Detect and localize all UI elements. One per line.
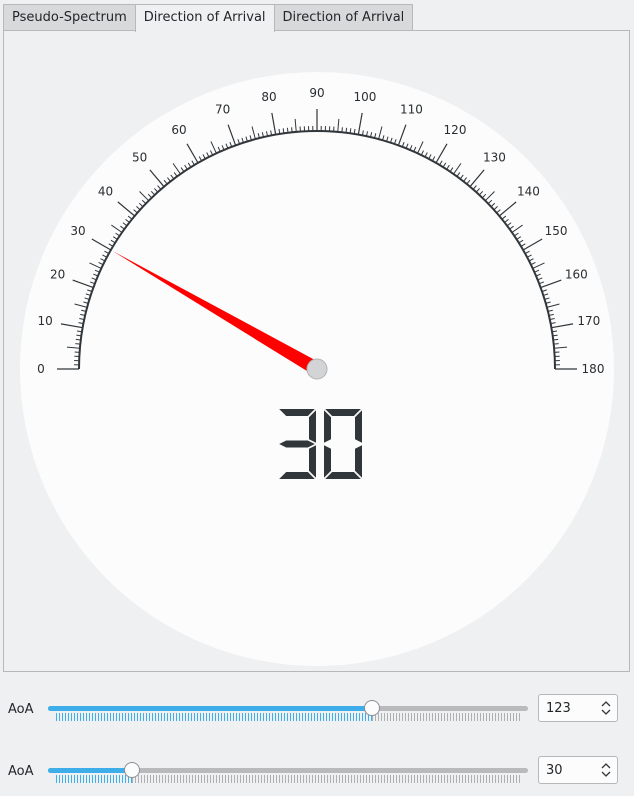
- gauge-tick: [553, 339, 558, 340]
- slider-ticks: [56, 775, 132, 783]
- gauge-tick: [76, 335, 81, 336]
- aoa-row-1: AoA 123: [0, 694, 634, 724]
- gauge-label: 10: [38, 314, 53, 328]
- gauge-tick: [283, 128, 284, 133]
- gauge-label: 60: [171, 123, 186, 137]
- spin-arrows-icon[interactable]: [601, 760, 611, 780]
- spin-arrows-icon[interactable]: [601, 698, 611, 718]
- gauge-label: 130: [483, 151, 506, 165]
- lcd-segment: [279, 441, 315, 448]
- aoa-label-1: AoA: [8, 702, 34, 717]
- gauge-tick: [346, 128, 347, 133]
- tab-direction-of-arrival[interactable]: Direction of Arrival: [135, 4, 275, 32]
- gauge-label: 40: [98, 185, 113, 199]
- aoa-spinbox-2[interactable]: 30: [538, 756, 618, 784]
- gauge-tick: [554, 344, 559, 345]
- gauge-label: 170: [577, 314, 600, 328]
- slider-ticks-remaining: [372, 713, 520, 721]
- gauge-tick: [76, 339, 81, 340]
- gauge-label: 150: [545, 224, 568, 238]
- gauge-label: 70: [215, 103, 230, 117]
- gauge-label: 20: [50, 268, 65, 282]
- gauge-label: 140: [517, 185, 540, 199]
- gauge-label: 90: [309, 86, 324, 100]
- gauge-tick: [342, 127, 343, 132]
- gauge-label: 160: [565, 268, 588, 282]
- gauge-tick: [553, 335, 558, 336]
- slider-ticks: [56, 713, 372, 721]
- gauge-tick: [75, 344, 80, 345]
- gauge-tick: [350, 128, 351, 133]
- slider-ticks-remaining: [132, 775, 520, 783]
- gauge-label: 110: [400, 103, 423, 117]
- gauge-label: 50: [132, 151, 147, 165]
- gauge-label: 30: [70, 224, 85, 238]
- aoa-label-2: AoA: [8, 764, 34, 779]
- tab-bar: Pseudo-Spectrum Direction of Arrival Dir…: [3, 4, 412, 31]
- slider-fill: [48, 706, 372, 711]
- slider-fill: [48, 768, 132, 773]
- aoa-row-2: AoA 30: [0, 756, 634, 786]
- aoa-spinbox-1[interactable]: 123: [538, 694, 618, 722]
- spinbox-value[interactable]: 30: [546, 763, 563, 778]
- gauge-tick: [292, 127, 293, 132]
- gauge-label: 120: [444, 123, 467, 137]
- gauge-label: 80: [261, 90, 276, 104]
- aoa-slider-2[interactable]: [48, 766, 528, 796]
- gauge: 0 10 20 30 40 50 60 70 80 90 100 110 120 130 140 150 160…: [4, 31, 629, 671]
- gauge-label: 0: [37, 362, 45, 376]
- gauge-value-text: 30: [4, 31, 6, 32]
- tab-pseudo-spectrum[interactable]: Pseudo-Spectrum: [3, 4, 136, 31]
- aoa-slider-1[interactable]: [48, 704, 528, 734]
- gauge-label: 180: [582, 362, 605, 376]
- tab-panel: 0 10 20 30 40 50 60 70 80 90 100 110 120 130 140 150 160…: [3, 30, 630, 672]
- gauge-needle-hub: [307, 359, 327, 379]
- gauge-label: 100: [353, 90, 376, 104]
- tab-direction-of-arrival-2[interactable]: Direction of Arrival: [274, 4, 414, 31]
- gauge-tick: [287, 128, 288, 133]
- spinbox-value[interactable]: 123: [546, 701, 571, 716]
